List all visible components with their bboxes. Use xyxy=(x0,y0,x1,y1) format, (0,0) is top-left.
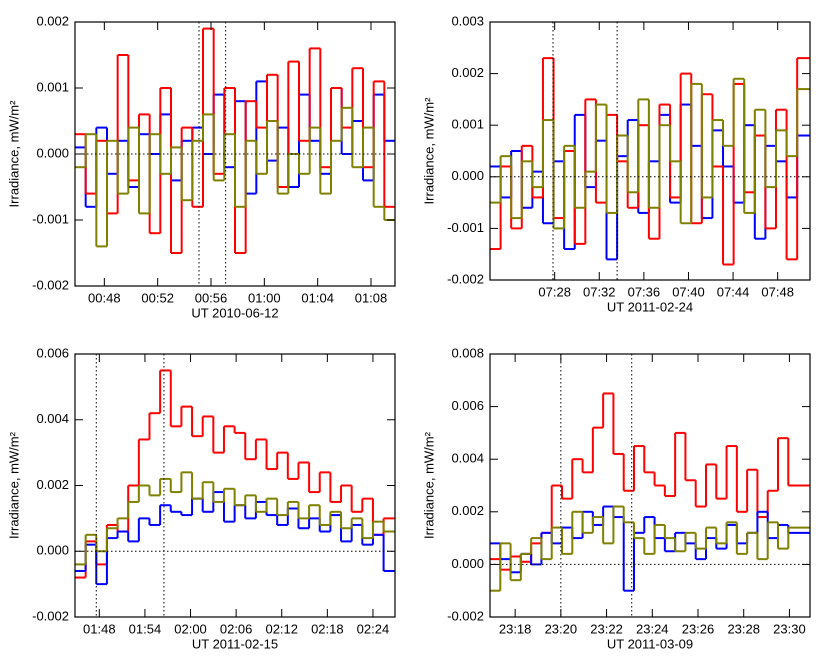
y-tick-label: 0.002 xyxy=(36,477,69,492)
plot-area xyxy=(75,22,395,286)
y-axis-label: Irradiance, mW/m² xyxy=(421,97,436,205)
x-tick-label: 00:56 xyxy=(195,290,228,305)
panel: -0.002 0.000 0.002 0.004 0.006 01:48 01:54 02:0… xyxy=(6,345,396,651)
x-tick-label: 02:12 xyxy=(265,621,298,636)
x-tick-label: 23:18 xyxy=(499,621,532,636)
x-tick-label: 23:20 xyxy=(545,621,578,636)
x-tick-label: 02:24 xyxy=(357,621,390,636)
axes-frame xyxy=(489,21,811,281)
x-tick-label: 07:44 xyxy=(717,284,750,299)
x-tick-label: 23:28 xyxy=(727,621,760,636)
y-tick-label: 0.000 xyxy=(451,556,484,571)
step-riser xyxy=(499,506,790,591)
x-axis-label: UT 2011-02-24 xyxy=(607,299,693,314)
x-tick-label: 01:54 xyxy=(129,621,162,636)
x-tick-label: 23:24 xyxy=(636,621,669,636)
x-tick-label: 02:06 xyxy=(220,621,253,636)
panel: -0.002 -0.001 0.000 0.001 0.002 0.003 07:28 07:… xyxy=(421,13,811,314)
x-tick-label: 02:18 xyxy=(311,621,344,636)
x-tick-label: 01:08 xyxy=(355,290,388,305)
step-riser xyxy=(499,78,799,229)
y-tick-label: 0.001 xyxy=(451,117,484,132)
y-tick-label: 0.006 xyxy=(451,398,484,413)
y-tick-label: 0.002 xyxy=(451,503,484,518)
x-tick-label: 01:00 xyxy=(248,290,281,305)
x-tick-label: 00:48 xyxy=(88,290,121,305)
x-axis-label: UT 2011-02-15 xyxy=(192,636,278,651)
x-tick-label: 07:48 xyxy=(761,284,794,299)
y-tick-label: 0.000 xyxy=(451,168,484,183)
x-tick-label: 23:30 xyxy=(773,621,806,636)
panel: -0.002 0.000 0.002 0.004 0.006 0.008 23:18 23:2… xyxy=(421,345,811,651)
step-riser xyxy=(84,370,385,578)
step-riser xyxy=(84,472,385,565)
x-axis-label: UT 2011-03-09 xyxy=(607,636,693,651)
y-tick-label: 0.000 xyxy=(36,145,69,160)
y-tick-label: 0.000 xyxy=(36,543,69,558)
step-riser xyxy=(84,107,386,247)
x-tick-label: 01:04 xyxy=(301,290,334,305)
panel: -0.002 -0.001 0.000 0.001 0.002 00:48 00:52 00:… xyxy=(6,13,396,320)
y-tick-label: -0.001 xyxy=(32,211,69,226)
y-axis-label: Irradiance, mW/m² xyxy=(421,431,436,539)
y-tick-label: -0.002 xyxy=(447,271,484,286)
y-axis-label: Irradiance, mW/m² xyxy=(6,100,21,208)
y-tick-label: -0.002 xyxy=(447,608,484,623)
x-tick-label: 07:40 xyxy=(672,284,705,299)
y-tick-label: -0.002 xyxy=(32,277,69,292)
y-tick-label: 0.002 xyxy=(36,13,69,28)
x-tick-label: 02:00 xyxy=(174,621,207,636)
y-tick-label: 0.008 xyxy=(451,345,484,360)
y-tick-label: 0.003 xyxy=(451,13,484,28)
axes-frame xyxy=(489,353,811,618)
y-tick-label: 0.004 xyxy=(451,451,484,466)
x-tick-label: 07:36 xyxy=(628,284,661,299)
y-tick-label: -0.001 xyxy=(447,220,484,235)
x-tick-label: 07:28 xyxy=(538,284,571,299)
x-tick-label: 01:48 xyxy=(83,621,116,636)
y-tick-label: 0.002 xyxy=(451,65,484,80)
x-axis-label: UT 2010-06-12 xyxy=(191,305,278,320)
y-tick-label: -0.002 xyxy=(32,608,69,623)
x-tick-label: 23:22 xyxy=(590,621,623,636)
y-tick-label: 0.004 xyxy=(36,411,69,426)
x-tick-label: 23:26 xyxy=(682,621,715,636)
plot-area xyxy=(75,354,395,617)
y-tick-label: 0.001 xyxy=(36,79,69,94)
y-axis-label: Irradiance, mW/m² xyxy=(6,431,21,539)
x-tick-label: 07:32 xyxy=(583,284,616,299)
plot-area xyxy=(490,22,810,280)
y-tick-label: 0.006 xyxy=(36,345,69,360)
plot-area xyxy=(490,354,810,617)
x-tick-label: 00:52 xyxy=(141,290,174,305)
